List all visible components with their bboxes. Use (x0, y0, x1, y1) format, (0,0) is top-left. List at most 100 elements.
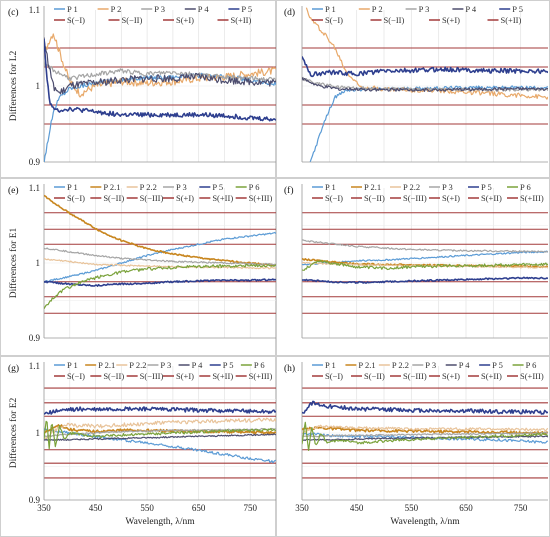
series-line-P5 (302, 276, 548, 284)
legend-label: S(−III) (140, 371, 164, 381)
x-tick-label: 650 (192, 503, 206, 513)
y-tick-label: 1.1 (29, 183, 40, 193)
panel-border (0, 178, 276, 356)
legend-label: P 3 (419, 4, 430, 14)
legend-label: S(−I) (325, 371, 343, 381)
legend-label: P 4 (465, 4, 477, 14)
series-line-P2-1 (44, 194, 276, 267)
y-axis-label: Differences for E1 (8, 227, 19, 298)
legend-label: S(+I) (442, 15, 460, 25)
series-group (44, 406, 276, 464)
panel-d: (d) P 1 P 2 P 3 P 4 P 5 S(−I) S(−II) S(+I) S(+II) (276, 0, 550, 178)
series-line-P2-2 (302, 424, 548, 434)
x-axis-label: Wavelength, λ/nm (390, 517, 460, 527)
legend-label: P 6 (254, 360, 265, 370)
legend-label: S(+I) (442, 371, 460, 381)
legend-label: P 2.2 (140, 182, 157, 192)
y-tick-label: 0.9 (29, 157, 41, 167)
legend-label: P 2.2 (403, 182, 420, 192)
y-tick-label: 1.1 (29, 5, 40, 15)
y-axis-label: Differences for E2 (8, 397, 19, 468)
panel-g: 0.9 1 1.1 350 450 550 650 750 Differences for E2… (0, 356, 276, 537)
x-tick-label: 550 (140, 503, 154, 513)
legend-label: P 2.1 (103, 182, 120, 192)
series-line-P3 (44, 247, 276, 266)
legend-label: S(+II) (481, 371, 502, 381)
legend-label: P 4 (192, 360, 204, 370)
y-tick-label: 1 (36, 258, 41, 268)
panel-label: (c) (8, 7, 19, 18)
series-line-P3 (302, 431, 548, 438)
y-tick-label: 0.9 (29, 495, 41, 505)
x-tick-label: 450 (350, 503, 364, 513)
series-line-P2-1 (302, 426, 548, 435)
legend-label: P 3 (442, 182, 453, 192)
legend-label: P 5 (241, 4, 252, 14)
series-line-P6 (302, 421, 548, 451)
legend-label: P 5 (223, 360, 234, 370)
legend-label: S(+III) (520, 371, 544, 381)
legend-label: S(−III) (140, 193, 164, 203)
legend-label: P 3 (176, 182, 187, 192)
panel-label: (d) (284, 7, 295, 18)
legend-label: P 2.2 (129, 360, 146, 370)
legend-label: P 2.1 (364, 182, 381, 192)
legend-label: P 4 (198, 4, 210, 14)
legend-label: S(+I) (176, 371, 194, 381)
series-line-P6 (44, 263, 276, 310)
panel-label: (g) (8, 363, 19, 374)
y-tick-label: 1 (36, 81, 41, 91)
legend-label: P 5 (492, 360, 503, 370)
legend-label: S(−I) (67, 15, 85, 25)
series-group (302, 239, 548, 284)
legend-label: S(−I) (67, 371, 85, 381)
series-line-P1 (44, 231, 276, 283)
series-line-P4 (302, 77, 548, 92)
panel-f: (f) P 1 P 2.1 P 2.2 P 3 P 5 P 6 S(−I) S(−II) S(−I… (276, 178, 550, 356)
legend-label: P 4 (459, 360, 471, 370)
legend-label: S(−III) (403, 193, 427, 203)
legend-label: P 5 (481, 182, 492, 192)
series-group (44, 33, 276, 162)
legend-label: S(−I) (325, 15, 343, 25)
legend-label: P 2.1 (358, 360, 375, 370)
legend-label: S(+I) (442, 193, 460, 203)
series-line-P1 (302, 250, 548, 266)
legend-label: P 1 (325, 4, 336, 14)
series-line-P2-2 (44, 258, 276, 270)
legend-label: P 6 (249, 182, 260, 192)
legend-label: P 5 (212, 182, 223, 192)
legend-label: S(+I) (176, 15, 194, 25)
legend-label: S(+III) (249, 371, 273, 381)
legend-label: P 1 (67, 360, 78, 370)
legend-label: S(+III) (520, 193, 544, 203)
series-line-P5 (44, 406, 276, 415)
legend-label: S(−I) (67, 193, 85, 203)
legend-label: P 3 (160, 360, 171, 370)
legend-label: P 2 (111, 4, 122, 14)
series-group (302, 400, 548, 451)
legend-label: S(+II) (231, 15, 252, 25)
legend-label: S(−II) (103, 371, 124, 381)
panel-c: 0.9 1 1.1 Differences for L2 (c) P 1 P 2 P 3 P 4… (0, 0, 276, 178)
series-line-P4 (44, 433, 276, 441)
series-line-P6 (302, 259, 548, 271)
y-tick-label: 0.9 (29, 333, 41, 343)
x-tick-label: 750 (243, 503, 257, 513)
legend-label: S(−I) (325, 193, 343, 203)
legend-label: P 3 (154, 4, 165, 14)
x-tick-label: 750 (514, 503, 528, 513)
legend-label: P 6 (520, 182, 531, 192)
panel-border (0, 0, 276, 178)
x-tick-label: 350 (295, 503, 309, 513)
legend-label: S(+I) (176, 193, 194, 203)
series-line-P6 (44, 420, 276, 450)
legend-label: P 5 (512, 4, 523, 14)
legend-label: P 6 (526, 360, 537, 370)
legend-label: P 2.2 (392, 360, 409, 370)
series-line-P3 (302, 239, 548, 253)
series-line-P5 (44, 278, 276, 287)
legend-label: P 1 (325, 360, 336, 370)
x-tick-label: 650 (459, 503, 473, 513)
